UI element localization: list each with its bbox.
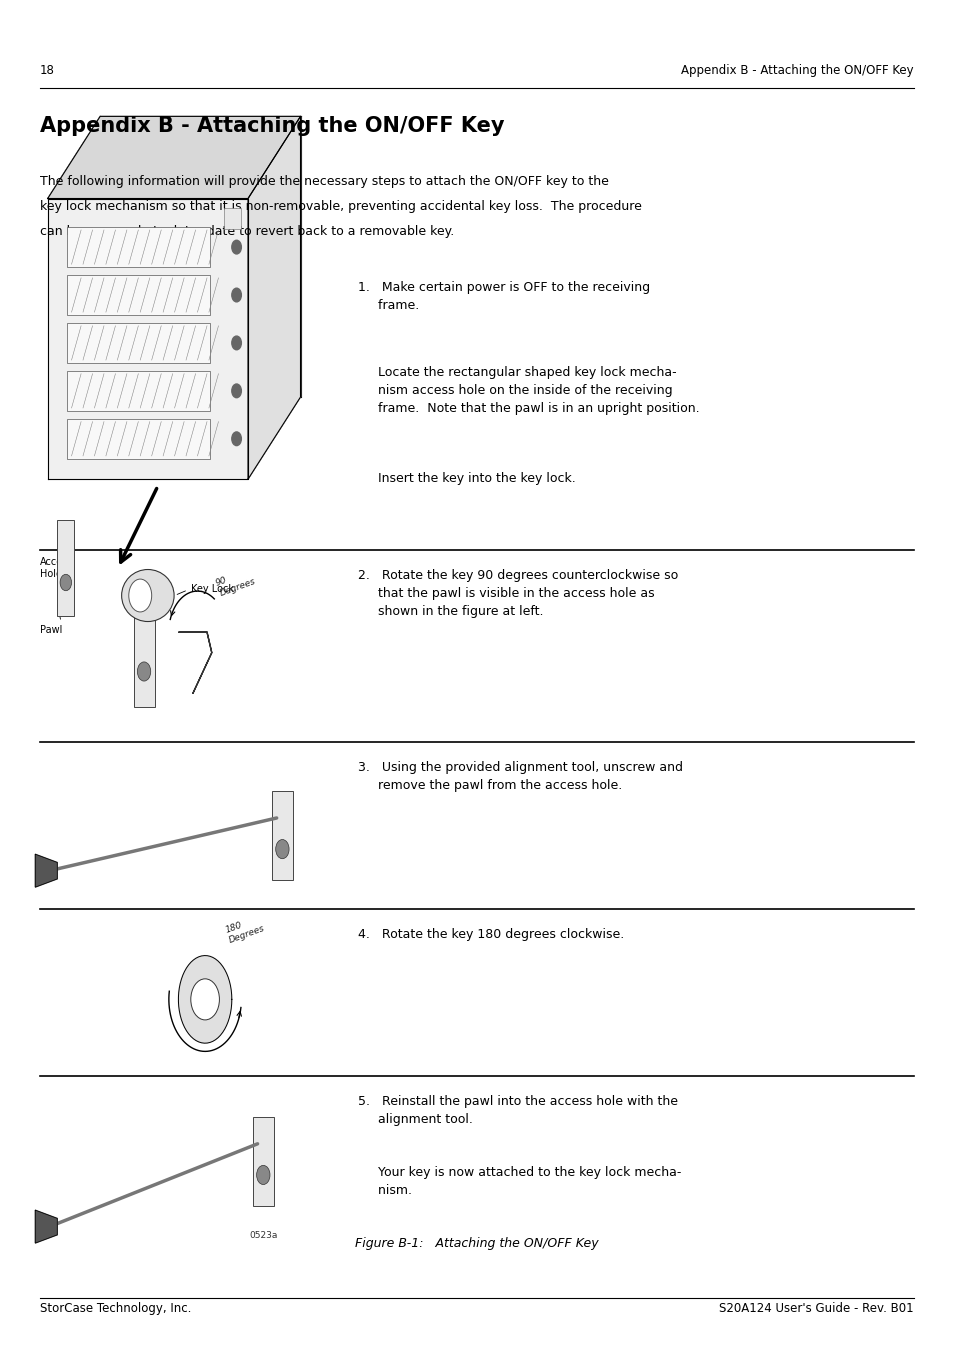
Text: can be reversed at a later date to revert back to a removable key.: can be reversed at a later date to rever… bbox=[40, 225, 454, 237]
FancyBboxPatch shape bbox=[272, 791, 293, 880]
Circle shape bbox=[275, 839, 289, 858]
Text: The following information will provide the necessary steps to attach the ON/OFF : The following information will provide t… bbox=[40, 175, 608, 188]
Text: StorCase Technology, Inc.: StorCase Technology, Inc. bbox=[40, 1302, 192, 1314]
Circle shape bbox=[232, 289, 241, 303]
Polygon shape bbox=[178, 632, 212, 694]
Circle shape bbox=[232, 240, 241, 255]
Text: 0523a: 0523a bbox=[249, 1231, 277, 1240]
Polygon shape bbox=[248, 116, 300, 479]
Text: Your key is now attached to the key lock mecha-
     nism.: Your key is now attached to the key lock… bbox=[357, 1166, 680, 1198]
Text: Figure B-1:   Attaching the ON/OFF Key: Figure B-1: Attaching the ON/OFF Key bbox=[355, 1238, 598, 1250]
Text: Appendix B - Attaching the ON/OFF Key: Appendix B - Attaching the ON/OFF Key bbox=[40, 116, 504, 137]
Text: 90
Degrees: 90 Degrees bbox=[214, 567, 256, 598]
Circle shape bbox=[232, 433, 241, 446]
FancyBboxPatch shape bbox=[224, 208, 241, 229]
Polygon shape bbox=[35, 854, 57, 887]
FancyBboxPatch shape bbox=[67, 227, 210, 267]
Text: Appendix B - Attaching the ON/OFF Key: Appendix B - Attaching the ON/OFF Key bbox=[680, 64, 913, 77]
Text: 5.   Reinstall the pawl into the access hole with the
     alignment tool.: 5. Reinstall the pawl into the access ho… bbox=[357, 1095, 677, 1127]
Polygon shape bbox=[48, 199, 248, 479]
FancyBboxPatch shape bbox=[253, 1117, 274, 1206]
FancyBboxPatch shape bbox=[67, 419, 210, 459]
Circle shape bbox=[232, 337, 241, 350]
Polygon shape bbox=[35, 1210, 57, 1243]
Text: 18: 18 bbox=[40, 64, 55, 77]
Text: Insert the key into the key lock.: Insert the key into the key lock. bbox=[357, 472, 575, 485]
Circle shape bbox=[256, 1165, 270, 1184]
Circle shape bbox=[191, 979, 219, 1020]
Text: 1.   Make certain power is OFF to the receiving
     frame.: 1. Make certain power is OFF to the rece… bbox=[357, 281, 649, 312]
Circle shape bbox=[129, 579, 152, 612]
Circle shape bbox=[232, 383, 241, 397]
Text: Pawl: Pawl bbox=[40, 605, 62, 635]
Text: 180
Degrees: 180 Degrees bbox=[224, 913, 266, 945]
FancyBboxPatch shape bbox=[67, 275, 210, 315]
Text: 3.   Using the provided alignment tool, unscrew and
     remove the pawl from th: 3. Using the provided alignment tool, un… bbox=[357, 761, 682, 793]
Text: Locate the rectangular shaped key lock mecha-
     nism access hole on the insid: Locate the rectangular shaped key lock m… bbox=[357, 366, 699, 415]
Text: S20A124 User's Guide - Rev. B01: S20A124 User's Guide - Rev. B01 bbox=[719, 1302, 913, 1314]
Text: Access
Hole: Access Hole bbox=[40, 557, 73, 579]
Text: Key Lock: Key Lock bbox=[177, 583, 233, 594]
Circle shape bbox=[137, 661, 151, 680]
Text: 4.   Rotate the key 180 degrees clockwise.: 4. Rotate the key 180 degrees clockwise. bbox=[357, 928, 623, 941]
FancyBboxPatch shape bbox=[67, 323, 210, 363]
Ellipse shape bbox=[121, 570, 173, 622]
Text: 2.   Rotate the key 90 degrees counterclockwise so
     that the pawl is visible: 2. Rotate the key 90 degrees countercloc… bbox=[357, 570, 678, 617]
Circle shape bbox=[60, 575, 71, 591]
Polygon shape bbox=[48, 116, 300, 199]
FancyBboxPatch shape bbox=[67, 371, 210, 411]
Text: key lock mechanism so that it is non-removable, preventing accidental key loss. : key lock mechanism so that it is non-rem… bbox=[40, 200, 641, 212]
FancyBboxPatch shape bbox=[133, 605, 154, 708]
Polygon shape bbox=[178, 956, 232, 1043]
FancyBboxPatch shape bbox=[57, 520, 74, 616]
